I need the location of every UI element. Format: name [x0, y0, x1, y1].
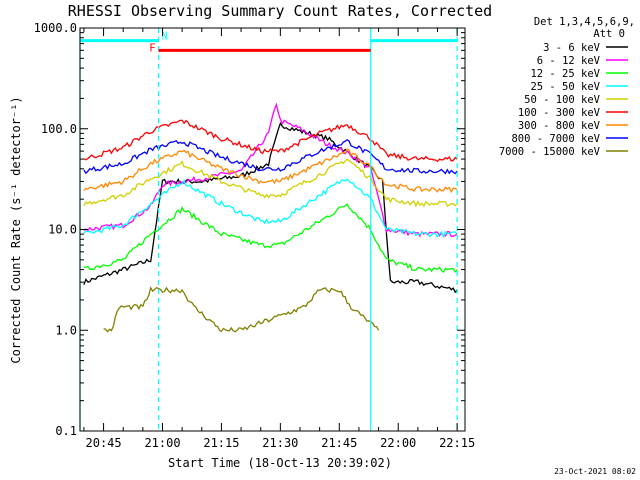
series-layer — [83, 102, 458, 333]
x-tick-label: 21:30 — [262, 436, 298, 450]
series-line — [83, 148, 458, 194]
series-line — [83, 102, 458, 238]
series-line — [83, 158, 458, 208]
series-line — [103, 286, 380, 333]
legend-entry-label: 7000 - 15000 keV — [499, 146, 601, 158]
series-line — [83, 203, 458, 274]
y-tick-label: 1.0 — [55, 323, 77, 337]
legend-entry-label: 6 - 12 keV — [537, 55, 601, 67]
legend-entry-label: 3 - 6 keV — [543, 42, 601, 54]
chart-title: RHESSI Observing Summary Count Rates, Co… — [68, 2, 492, 20]
legend-entry-label: 100 - 300 keV — [518, 107, 601, 119]
y-axis: 0.1 1.0 10.0 100.0 1000.0 — [34, 21, 465, 438]
legend-header-line-1: Det 1,3,4,5,6,9, — [534, 16, 635, 28]
legend-entry-label: 300 - 800 keV — [518, 120, 601, 132]
y-tick-label: 100.0 — [41, 122, 77, 136]
plot-frame — [79, 27, 466, 432]
series-line — [83, 121, 458, 294]
flare-flag-label: F — [149, 42, 155, 54]
y-axis-label: Corrected Count Rate (s⁻¹ detector⁻¹) — [9, 96, 23, 363]
series-line — [83, 139, 458, 175]
y-tick-label: 0.1 — [55, 424, 77, 438]
x-tick-label: 21:00 — [144, 436, 180, 450]
x-tick-label: 21:45 — [321, 436, 357, 450]
x-axis-label: Start Time (18-Oct-13 20:39:02) — [168, 456, 392, 470]
y-tick-label: 1000.0 — [34, 21, 77, 35]
x-tick-label: 22:15 — [439, 436, 475, 450]
legend-entry-label: 25 - 50 keV — [530, 81, 600, 93]
x-axis: 20:45 21:00 21:15 21:30 21:45 22:00 22:15 — [83, 28, 475, 450]
y-tick-label: 10.0 — [48, 223, 77, 237]
x-tick-label: 21:15 — [203, 436, 239, 450]
legend-entry-label: 800 - 7000 keV — [511, 133, 600, 145]
footer-timestamp: 23-Oct-2021 08:02 — [554, 467, 636, 476]
x-tick-label: 20:45 — [86, 436, 122, 450]
legend-entry-label: 12 - 25 keV — [530, 68, 600, 80]
legend-entry-label: 50 - 100 keV — [524, 94, 601, 106]
legend-header-line-2: Att 0 — [593, 28, 625, 40]
series-line — [83, 119, 458, 163]
series-line — [83, 178, 458, 239]
night-flag-label: N — [162, 31, 168, 43]
x-tick-label: 22:00 — [380, 436, 416, 450]
